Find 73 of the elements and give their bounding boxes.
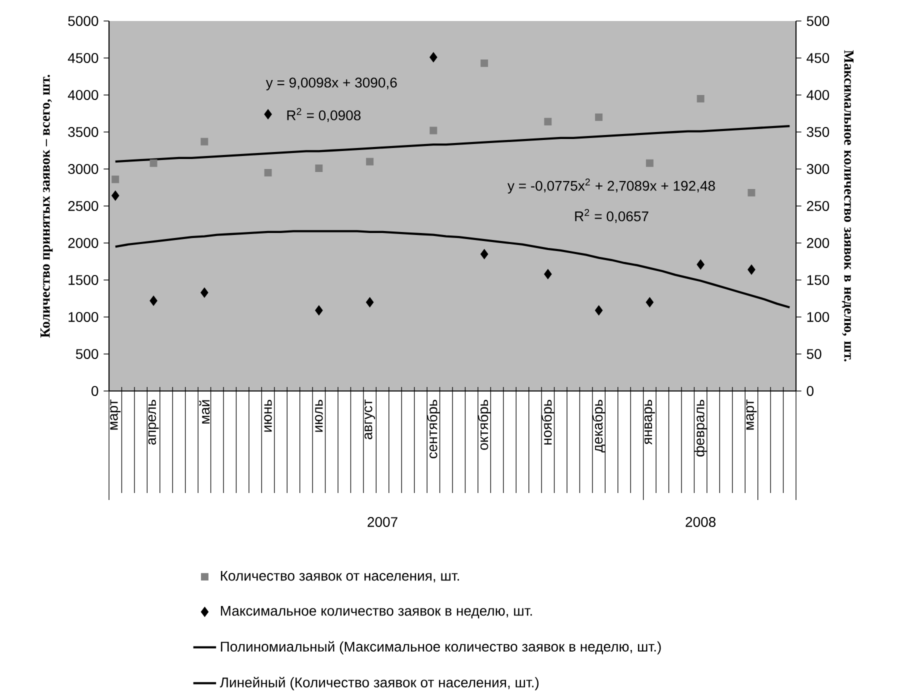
y-tick-label: 500 [76, 349, 98, 359]
x-tick-label: март [746, 399, 757, 430]
point [366, 297, 374, 308]
point [480, 59, 488, 67]
point [200, 138, 208, 146]
point [696, 259, 704, 270]
x-tick-label: сентябрь [426, 400, 440, 458]
annotation: R$^{2}$ = 0,0657 [575, 209, 648, 223]
point [150, 159, 158, 167]
point [315, 164, 323, 172]
y-tick-label: 3500 [68, 127, 98, 137]
y2-tick-label: 150 [807, 275, 830, 285]
y2-axis-title: Максимальное количество заявок в неделю, шт. [842, 50, 854, 362]
point [748, 264, 756, 275]
y2-tick-label: 50 [806, 349, 822, 359]
y2-tick-label: 0 [806, 386, 814, 396]
point [480, 249, 488, 260]
y-tick-label: 4500 [68, 53, 98, 63]
legend-label: Максимальное количество заявок в неделю, шт. [220, 606, 532, 618]
point [264, 168, 272, 176]
point [264, 109, 272, 120]
point [430, 126, 438, 134]
y2-tick-label: 100 [807, 312, 830, 322]
point [544, 269, 552, 280]
y2-tick-label: 500 [806, 16, 830, 26]
point [430, 52, 438, 62]
text: 2007 [368, 517, 398, 527]
y2-tick-label: 300 [806, 164, 830, 174]
point [366, 158, 374, 166]
point [748, 188, 756, 196]
point [595, 113, 603, 121]
y-tick-label: 0 [91, 386, 98, 396]
y2-tick-label: 400 [806, 90, 830, 100]
y2-tick-label: 450 [806, 53, 830, 63]
annotation: y = 9,0098x + 3090,6 [266, 78, 397, 90]
point [646, 297, 654, 308]
x-tick-label: февраль [694, 400, 708, 456]
y-tick-label: 3000 [68, 164, 98, 174]
annotation: R$^{2}$ = 0,0908 [287, 108, 361, 122]
legend-label: Полиномиальный (Максимальное количество заявок в неделю, шт.) [220, 641, 661, 654]
x-tick-label: апрель [148, 400, 159, 445]
annotation: y = -0,0775x$^{2}$ + 2,7089x + 192,48 [508, 178, 715, 194]
y-tick-label: 5000 [68, 16, 98, 26]
y-tick-label: 1000 [68, 312, 98, 322]
legend-label: Линейный (Количество заявок от населения, шт.) [220, 676, 539, 690]
x-tick-label: март [110, 399, 121, 430]
y-tick-label: 2000 [68, 238, 98, 248]
y-tick-label: 1500 [68, 275, 98, 285]
point [200, 288, 208, 298]
x-tick-label: май [199, 400, 210, 424]
point [646, 159, 654, 167]
point [594, 305, 603, 316]
point [544, 118, 552, 126]
x-tick-label: июль [315, 400, 323, 432]
x-tick-label: декабрь [592, 400, 606, 452]
y-axis-title: Количество принятых заявок – всего, шт. [40, 74, 53, 338]
point [112, 176, 120, 184]
x-tick-label: ноябрь [541, 400, 555, 445]
y2-tick-label: 250 [806, 201, 830, 211]
x-tick-label: август [364, 400, 376, 440]
x-tick-label: январь [644, 400, 655, 445]
y2-tick-label: 350 [806, 127, 830, 137]
point [696, 94, 704, 102]
y2-tick-label: 200 [806, 238, 830, 248]
legend-label: Количество заявок от населения, шт. [220, 570, 459, 582]
y-tick-label: 2500 [68, 201, 98, 211]
y-tick-label: 4000 [68, 90, 98, 100]
x-tick-label: июнь [264, 400, 272, 432]
point [315, 305, 323, 316]
x-tick-label: октябрь [478, 400, 491, 450]
point [111, 190, 120, 201]
point [150, 296, 158, 306]
text: 2008 [686, 517, 716, 527]
